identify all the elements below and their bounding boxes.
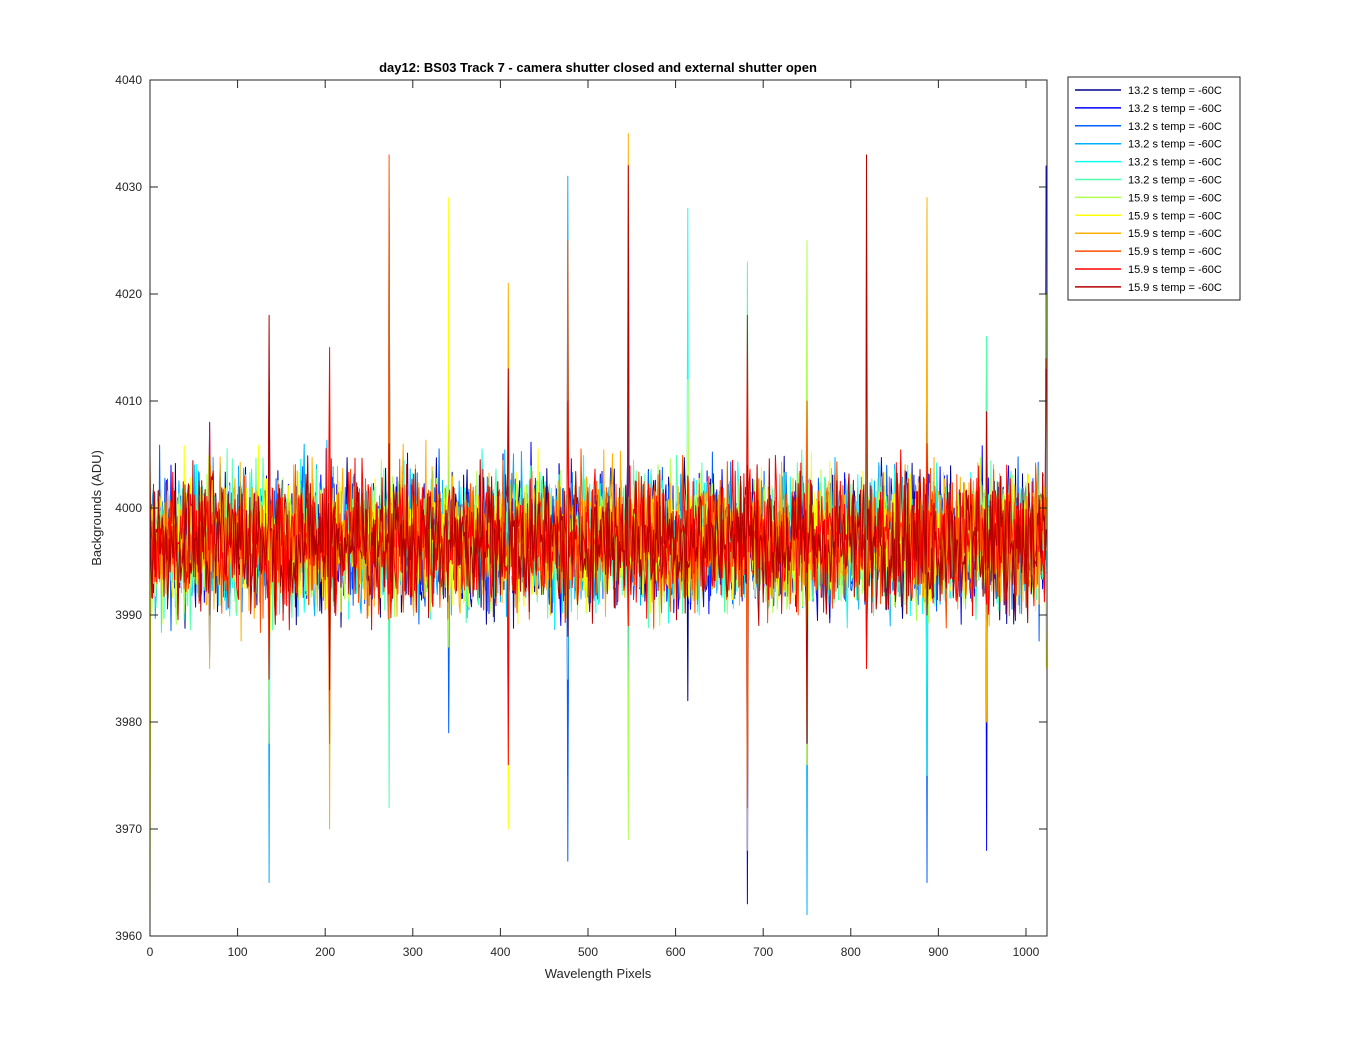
legend-label: 13.2 s temp = -60C <box>1128 85 1222 97</box>
legend: 13.2 s temp = -60C 13.2 s temp = -60C 13.2… <box>1067 76 1241 301</box>
legend-label: 15.9 s temp = -60C <box>1128 228 1222 240</box>
x-tick-label: 200 <box>315 945 335 959</box>
x-tick-label: 500 <box>578 945 598 959</box>
legend-label: 15.9 s temp = -60C <box>1128 210 1222 222</box>
x-tick-label: 0 <box>147 945 154 959</box>
y-tick-label: 3960 <box>115 929 142 943</box>
y-tick-label: 3980 <box>115 715 142 729</box>
legend-label: 15.9 s temp = -60C <box>1128 264 1222 276</box>
y-axis-label: Backgrounds (ADU) <box>89 450 104 566</box>
y-tick-label: 4040 <box>115 73 142 87</box>
x-tick-label: 700 <box>753 945 773 959</box>
axis-ticks: 0 100 200 300 400 500 600 700 800 900 1000 3960 3970… <box>115 73 1047 959</box>
data-traces <box>149 133 1047 926</box>
legend-label: 13.2 s temp = -60C <box>1128 121 1222 133</box>
y-tick-label: 4000 <box>115 501 142 515</box>
legend-label: 13.2 s temp = -60C <box>1128 103 1222 115</box>
y-tick-label: 4030 <box>115 180 142 194</box>
legend-label: 13.2 s temp = -60C <box>1128 157 1222 169</box>
legend-box <box>1067 76 1241 301</box>
x-tick-label: 100 <box>228 945 248 959</box>
x-tick-label: 900 <box>928 945 948 959</box>
legend-label: 15.9 s temp = -60C <box>1128 192 1222 204</box>
legend-label: 15.9 s temp = -60C <box>1128 246 1222 258</box>
x-tick-label: 800 <box>841 945 861 959</box>
x-tick-label: 400 <box>490 945 510 959</box>
legend-label: 13.2 s temp = -60C <box>1128 139 1222 151</box>
x-tick-label: 600 <box>666 945 686 959</box>
legend-label: 13.2 s temp = -60C <box>1128 175 1222 187</box>
y-tick-label: 3970 <box>115 822 142 836</box>
x-tick-label: 300 <box>403 945 423 959</box>
x-axis-label: Wavelength Pixels <box>545 966 652 981</box>
x-tick-label: 1000 <box>1013 945 1040 959</box>
series-line <box>149 154 1047 744</box>
y-tick-label: 3990 <box>115 608 142 622</box>
chart-title: day12: BS03 Track 7 - camera shutter clo… <box>379 60 817 75</box>
legend-label: 15.9 s temp = -60C <box>1128 282 1222 294</box>
y-tick-label: 4010 <box>115 394 142 408</box>
y-tick-label: 4020 <box>115 287 142 301</box>
